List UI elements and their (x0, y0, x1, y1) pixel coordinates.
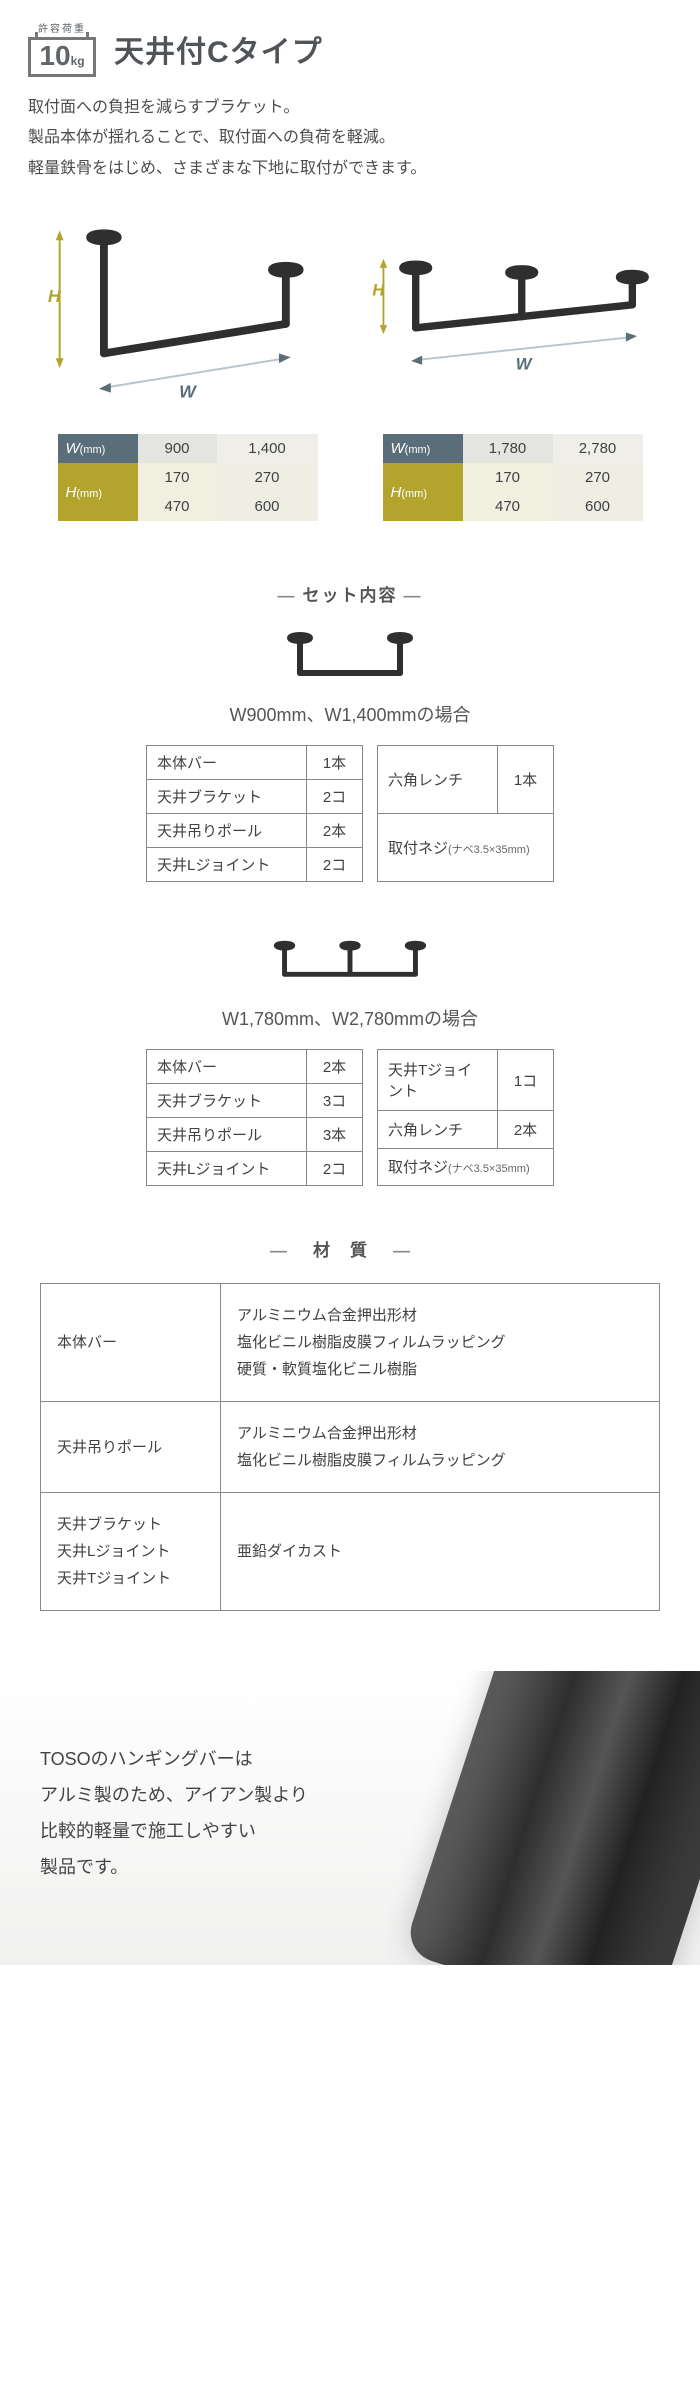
part-name: 本体バー (147, 1050, 307, 1084)
part-qty: 2コ (307, 1152, 363, 1186)
part-qty: 2コ (307, 848, 363, 882)
case2-parts: 本体バー2本天井ブラケット3コ天井吊りポール3本天井Lジョイント2コ 天井Tジョ… (0, 1049, 700, 1186)
part-qty: 1本 (498, 746, 554, 814)
case1-parts-left: 本体バー1本天井ブラケット2コ天井吊りポール2本天井Lジョイント2コ (146, 745, 363, 882)
case2-parts-left: 本体バー2本天井ブラケット3コ天井吊りポール3本天井Lジョイント2コ (146, 1049, 363, 1186)
mini-diagram-2pole (0, 628, 700, 693)
part-name: 天井ブラケット (147, 1084, 307, 1118)
label-w: W (179, 382, 197, 402)
footer-block: TOSOのハンギングバーはアルミ製のため、アイアン製より比較的軽量で施工しやすい… (0, 1671, 700, 1965)
part-name: 取付ネジ(ナベ3.5×35mm) (378, 814, 554, 882)
part-qty: 2本 (498, 1110, 554, 1148)
part-name: 取付ネジ(ナベ3.5×35mm) (378, 1148, 554, 1186)
part-name: 六角レンチ (378, 1110, 498, 1148)
size-table-right: W(mm) 1,7802,780 H(mm) 170270 470600 (365, 434, 660, 521)
material-desc: 亜鉛ダイカスト (221, 1493, 660, 1611)
page-title: 天井付Cタイプ (114, 27, 323, 71)
diagram-short: H W (40, 214, 335, 414)
size-tables: W(mm) 9001,400 H(mm) 170270 470600 W(mm)… (0, 434, 700, 561)
part-name: 天井Lジョイント (147, 848, 307, 882)
material-name: 本体バー (41, 1284, 221, 1402)
part-name: 天井Tジョイント (378, 1050, 498, 1111)
material-title: 材質 (0, 1236, 700, 1261)
diagram-long: H W (365, 214, 660, 414)
case1-label: W900mm、W1,400mmの場合 (0, 701, 700, 727)
part-qty: 3コ (307, 1084, 363, 1118)
load-badge: 許容荷重 10kg (28, 20, 96, 77)
material-table: 本体バーアルミニウム合金押出形材塩化ビニル樹脂皮膜フィルムラッピング硬質・軟質塩… (0, 1283, 700, 1671)
part-name: 六角レンチ (378, 746, 498, 814)
case2-parts-right: 天井Tジョイント1コ六角レンチ2本取付ネジ(ナベ3.5×35mm) (377, 1049, 554, 1186)
description: 取付面への負担を減らすブラケット。製品本体が揺れることで、取付面への負荷を軽減。… (0, 85, 700, 214)
material-desc: アルミニウム合金押出形材塩化ビニル樹脂皮膜フィルムラッピング硬質・軟質塩化ビニル… (221, 1284, 660, 1402)
part-qty: 2本 (307, 1050, 363, 1084)
part-qty: 2コ (307, 780, 363, 814)
svg-text:W: W (516, 354, 533, 373)
part-qty: 3本 (307, 1118, 363, 1152)
material-name: 天井吊りポール (41, 1402, 221, 1493)
size-table-left: W(mm) 9001,400 H(mm) 170270 470600 (40, 434, 335, 521)
part-qty: 2本 (307, 814, 363, 848)
case1-parts: 本体バー1本天井ブラケット2コ天井吊りポール2本天井Lジョイント2コ 六角レンチ… (0, 745, 700, 882)
badge-box: 10kg (28, 37, 96, 77)
part-name: 天井ブラケット (147, 780, 307, 814)
badge-unit: kg (71, 54, 85, 68)
part-name: 本体バー (147, 746, 307, 780)
set-contents-title: セット内容 (0, 581, 700, 606)
part-name: 天井Lジョイント (147, 1152, 307, 1186)
material-desc: アルミニウム合金押出形材塩化ビニル樹脂皮膜フィルムラッピング (221, 1402, 660, 1493)
part-qty: 1本 (307, 746, 363, 780)
case1-parts-right: 六角レンチ1本取付ネジ(ナベ3.5×35mm) (377, 745, 554, 882)
part-qty: 1コ (498, 1050, 554, 1111)
bar-render-image (403, 1671, 700, 1965)
part-name: 天井吊りポール (147, 1118, 307, 1152)
diagram-row: H W H (0, 214, 700, 434)
badge-number: 10 (39, 40, 70, 71)
case2-label: W1,780mm、W2,780mmの場合 (0, 1005, 700, 1031)
material-name: 天井ブラケット天井Lジョイント天井Tジョイント (41, 1493, 221, 1611)
header: 許容荷重 10kg 天井付Cタイプ (0, 0, 700, 85)
mini-diagram-3pole (0, 932, 700, 997)
part-name: 天井吊りポール (147, 814, 307, 848)
